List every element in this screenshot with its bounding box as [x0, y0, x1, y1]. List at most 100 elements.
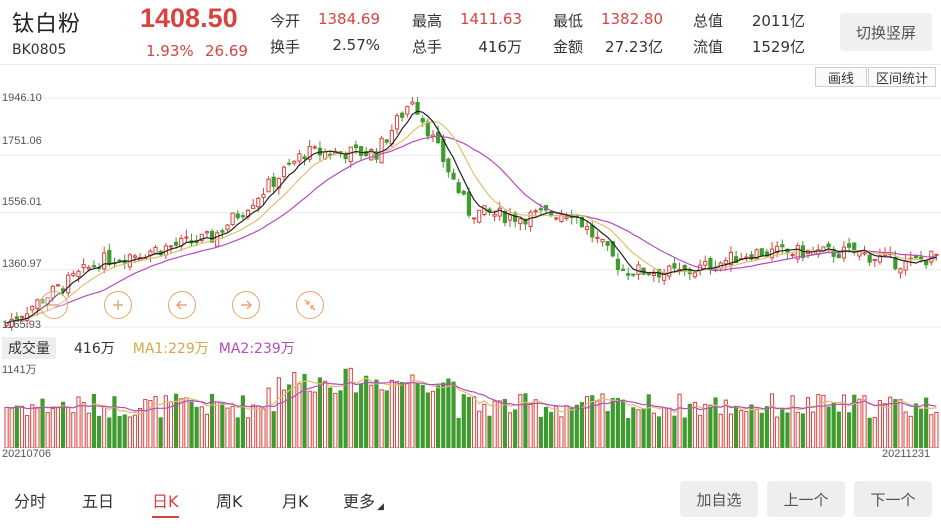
tab-day-k[interactable]: 日K	[152, 488, 179, 518]
volume-bar	[451, 381, 456, 449]
volume-bar	[441, 382, 446, 449]
dropdown-caret-icon: ◢	[377, 502, 384, 512]
volume-bar	[91, 393, 96, 449]
tab-five-day[interactable]: 五日	[82, 492, 115, 511]
volume-bar	[620, 399, 626, 449]
volume-bar	[194, 406, 199, 449]
volume-bar	[636, 409, 641, 449]
volume-bar	[672, 415, 677, 449]
volume-bar	[847, 412, 852, 449]
stat-label-high: 最高	[412, 12, 443, 30]
volume-bar	[240, 395, 245, 449]
arrow-right-icon[interactable]	[232, 291, 260, 319]
volume-bar	[723, 399, 728, 449]
volume-bar	[25, 415, 30, 449]
volume-bar	[877, 399, 883, 449]
volume-bar	[795, 411, 800, 449]
candle	[836, 253, 841, 259]
volume-bar	[492, 400, 497, 449]
draw-line-button[interactable]: 画线	[815, 67, 867, 87]
candle	[605, 241, 610, 246]
volume-bar	[189, 401, 194, 449]
arrow-left-icon[interactable]	[168, 291, 196, 319]
volume-bar	[358, 383, 364, 449]
change-amount: 26.69	[205, 42, 248, 60]
previous-button[interactable]: 上一个	[767, 481, 845, 517]
volume-bar	[790, 395, 795, 449]
stat-value-float-value: 1529亿	[751, 38, 805, 56]
candle	[307, 145, 312, 160]
candle	[297, 153, 302, 162]
volume-bar	[312, 391, 317, 449]
volume-bar	[384, 390, 389, 449]
volume-bar	[456, 418, 461, 449]
last-price: 1408.50	[140, 3, 238, 33]
volume-chart[interactable]: 1141万	[0, 360, 941, 449]
zoom-in-icon[interactable]	[104, 291, 132, 319]
volume-bar	[934, 411, 939, 449]
switch-portrait-button[interactable]: 切换竖屏	[840, 13, 932, 51]
volume-bar	[45, 412, 50, 449]
stat-value-total-value: 2011亿	[751, 12, 805, 30]
volume-bar	[826, 406, 831, 449]
volume-bar	[266, 387, 271, 449]
volume-bar	[394, 381, 400, 449]
collapse-icon[interactable]	[296, 291, 324, 319]
tab-month-k[interactable]: 月K	[282, 492, 309, 511]
volume-bar	[656, 416, 662, 449]
candle	[168, 245, 174, 248]
volume-bar	[903, 411, 908, 449]
volume-bar	[487, 415, 492, 449]
tab-week-k[interactable]: 周K	[216, 492, 243, 511]
candle	[636, 264, 641, 275]
candle	[728, 251, 734, 266]
stat-value-amount: 27.23亿	[605, 38, 663, 56]
volume-bar	[225, 407, 230, 449]
volume-indicator-tab[interactable]: 成交量	[2, 337, 56, 359]
y-label-max: 1946.10	[2, 92, 42, 104]
volume-bar	[71, 412, 76, 449]
candle	[35, 299, 40, 309]
volume-bar	[569, 407, 574, 449]
tab-more-label: 更多	[343, 492, 376, 511]
volume-bar	[888, 396, 893, 449]
volume-bar	[754, 408, 759, 449]
volume-bar	[641, 408, 646, 449]
volume-bar	[179, 398, 184, 449]
candle	[81, 264, 86, 269]
volume-bar	[692, 401, 698, 449]
volume-bar	[800, 413, 805, 449]
tab-intraday[interactable]: 分时	[14, 492, 47, 511]
volume-bar	[348, 367, 353, 449]
stat-label-float-value: 流值	[693, 38, 724, 56]
candle	[209, 230, 215, 243]
range-stats-button[interactable]: 区间统计	[868, 67, 936, 87]
add-watchlist-button[interactable]: 加自选	[680, 481, 758, 517]
next-button[interactable]: 下一个	[854, 481, 932, 517]
tab-more[interactable]: 更多 ◢	[343, 488, 384, 512]
volume-bar	[764, 406, 769, 449]
kline-chart[interactable]: 1946.10 1751.06 1556.01 1360.97 1165.93	[0, 88, 941, 335]
volume-bar	[55, 406, 61, 449]
volume-bar	[651, 412, 656, 449]
volume-bar	[122, 414, 127, 449]
volume-bar	[102, 406, 107, 449]
volume-bar	[410, 374, 415, 449]
candle	[312, 146, 317, 149]
candle	[132, 255, 138, 258]
volume-bar	[805, 397, 811, 449]
volume-bar	[667, 407, 672, 449]
candle	[579, 216, 585, 228]
zoom-out-icon[interactable]	[40, 291, 68, 319]
volume-bar	[662, 407, 667, 449]
candle	[790, 254, 795, 257]
volume-bar	[9, 407, 14, 449]
stat-value-open: 1384.69	[317, 10, 380, 28]
candle	[235, 213, 240, 219]
candle	[482, 205, 487, 216]
candle	[780, 244, 785, 248]
stat-value-low: 1382.80	[600, 10, 663, 28]
volume-bar	[872, 416, 877, 449]
volume-bar	[769, 393, 775, 449]
candle	[86, 266, 91, 270]
